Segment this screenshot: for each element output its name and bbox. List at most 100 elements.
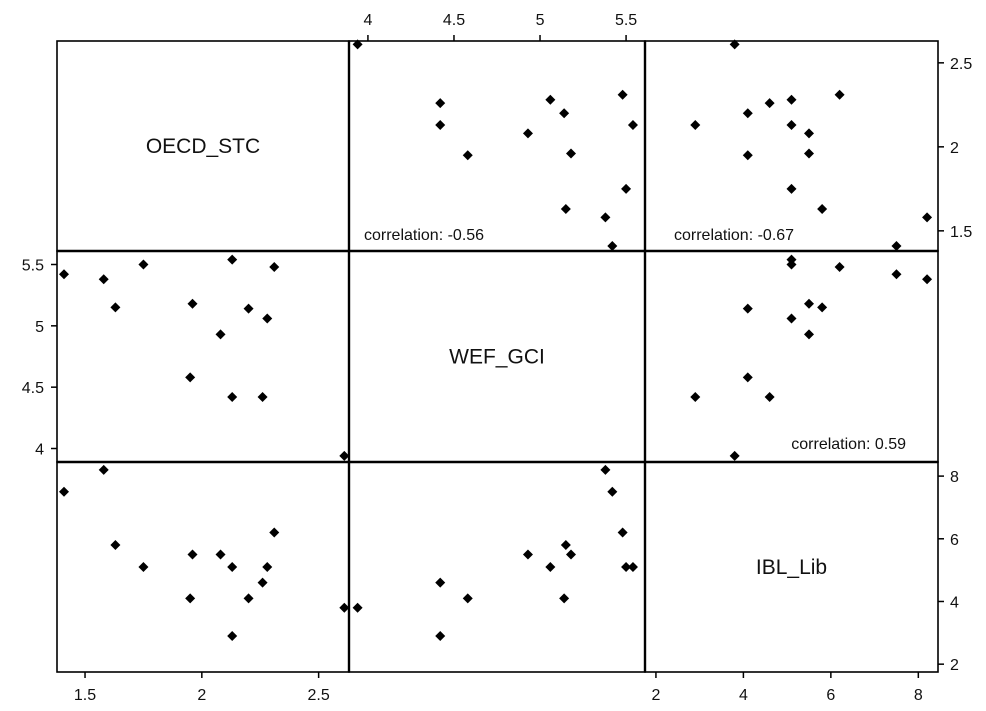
point-ibl-lib-vs-wef-gci [435,630,446,641]
point-wef-gci-vs-oecd-stc [110,302,121,313]
tick-label-ibl-lib: 2 [651,687,660,704]
tick-label-ibl-lib: 8 [950,469,959,486]
tick-label-oecd-stc: 1.5 [950,224,972,241]
variable-label-ibl-lib: IBL_Lib [756,556,827,579]
tick-label-ibl-lib: 2 [950,657,959,674]
point-ibl-lib-vs-oecd-stc [262,562,273,572]
point-oecd-stc-vs-wef-gci [352,39,363,50]
point-oecd-stc-vs-ibl-lib [891,240,902,251]
point-ibl-lib-vs-wef-gci [545,562,556,572]
point-wef-gci-vs-oecd-stc [227,391,238,402]
correlation-labels: correlation: -0.56 correlation: -0.67 corr… [364,227,906,453]
point-oecd-stc-vs-ibl-lib [786,94,797,105]
point-oecd-stc-vs-ibl-lib [742,108,753,119]
point-oecd-stc-vs-wef-gci [462,150,473,161]
point-oecd-stc-vs-ibl-lib [764,98,775,109]
point-wef-gci-vs-ibl-lib [817,302,828,313]
tick-label-wef-gci: 4 [363,12,372,29]
variable-labels: OECD_STC WEF_GCI IBL_Lib [146,135,827,579]
point-wef-gci-vs-oecd-stc [138,259,149,270]
point-ibl-lib-vs-wef-gci [522,549,533,560]
point-ibl-lib-vs-oecd-stc [110,540,121,551]
point-ibl-lib-vs-wef-gci [617,527,628,538]
tick-label-oecd-stc: 2 [950,140,959,157]
point-wef-gci-vs-ibl-lib [834,261,845,272]
point-ibl-lib-vs-wef-gci [600,464,611,475]
point-wef-gci-vs-oecd-stc [98,274,109,285]
point-wef-gci-vs-ibl-lib [803,329,814,340]
point-oecd-stc-vs-ibl-lib [817,204,828,214]
correlation-label-oecd-stc-ibl-lib: correlation: -0.67 [674,227,794,244]
panel-ibl-lib-vs-oecd-stc [56,461,350,673]
tick-label-ibl-lib: 4 [950,594,959,611]
tick-label-ibl-lib: 4 [739,687,748,704]
point-wef-gci-vs-oecd-stc [187,298,198,309]
variable-label-oecd-stc: OECD_STC [146,135,260,158]
tick-label-wef-gci: 4.5 [22,380,44,397]
point-ibl-lib-vs-oecd-stc [138,562,149,572]
point-ibl-lib-vs-wef-gci [352,602,363,613]
point-oecd-stc-vs-ibl-lib [922,212,933,223]
tick-label-wef-gci: 4 [35,442,44,459]
point-ibl-lib-vs-oecd-stc [187,549,198,560]
point-ibl-lib-vs-wef-gci [566,549,576,560]
point-wef-gci-vs-oecd-stc [257,391,268,402]
point-oecd-stc-vs-wef-gci [435,120,446,130]
point-oecd-stc-vs-wef-gci [621,183,632,194]
point-ibl-lib-vs-wef-gci [462,593,473,604]
point-wef-gci-vs-oecd-stc [185,372,196,383]
point-oecd-stc-vs-wef-gci [600,212,611,223]
point-ibl-lib-vs-oecd-stc [98,464,109,475]
point-oecd-stc-vs-wef-gci [435,98,446,109]
tick-label-ibl-lib: 6 [826,687,835,704]
correlation-label-wef-gci-ibl-lib: correlation: 0.59 [791,436,906,453]
point-ibl-lib-vs-wef-gci [621,562,632,572]
point-ibl-lib-vs-oecd-stc [227,562,238,572]
point-ibl-lib-vs-oecd-stc [243,593,254,604]
point-ibl-lib-vs-oecd-stc [269,527,280,538]
point-oecd-stc-vs-wef-gci [607,240,618,251]
point-oecd-stc-vs-wef-gci [627,120,638,130]
point-oecd-stc-vs-ibl-lib [834,89,845,100]
point-oecd-stc-vs-wef-gci [566,148,576,159]
scatter-points [59,39,933,641]
point-wef-gci-vs-ibl-lib [729,450,740,461]
point-wef-gci-vs-ibl-lib [786,254,797,265]
point-wef-gci-vs-ibl-lib [690,391,701,402]
point-oecd-stc-vs-ibl-lib [690,120,701,130]
point-ibl-lib-vs-oecd-stc [339,602,350,613]
point-wef-gci-vs-ibl-lib [742,303,753,314]
tick-label-oecd-stc: 2.5 [950,56,972,73]
point-oecd-stc-vs-ibl-lib [803,148,814,159]
correlation-label-oecd-stc-wef-gci: correlation: -0.56 [364,227,484,244]
point-wef-gci-vs-oecd-stc [243,303,254,314]
point-wef-gci-vs-ibl-lib [922,274,933,285]
tick-label-wef-gci: 5 [35,319,44,336]
point-oecd-stc-vs-ibl-lib [729,39,740,50]
point-ibl-lib-vs-oecd-stc [257,577,268,588]
point-wef-gci-vs-ibl-lib [742,372,753,383]
point-oecd-stc-vs-ibl-lib [786,183,797,194]
point-oecd-stc-vs-wef-gci [560,204,571,214]
point-wef-gci-vs-ibl-lib [803,298,814,309]
tick-label-oecd-stc: 1.5 [74,687,96,704]
point-wef-gci-vs-oecd-stc [339,450,350,461]
axis-ticks: 1.5 2 2.5 4 4.5 5 5.5 2 4 6 8 1.5 2 2.5 4 4.5 5 5.5 2 4 6 8 [22,12,973,704]
point-ibl-lib-vs-oecd-stc [227,630,238,641]
point-wef-gci-vs-oecd-stc [227,254,238,265]
panel-wef-gci-vs-ibl-lib [644,250,939,463]
point-oecd-stc-vs-ibl-lib [803,128,814,139]
point-wef-gci-vs-ibl-lib [764,391,775,402]
panel-oecd-stc-vs-ibl-lib [644,40,939,252]
point-ibl-lib-vs-wef-gci [559,593,570,604]
point-oecd-stc-vs-wef-gci [617,89,628,100]
point-oecd-stc-vs-ibl-lib [742,150,753,161]
panel-frames [56,40,939,673]
tick-label-wef-gci: 4.5 [443,12,465,29]
point-oecd-stc-vs-wef-gci [522,128,533,139]
point-oecd-stc-vs-wef-gci [545,94,556,105]
tick-label-oecd-stc: 2.5 [308,687,330,704]
tick-label-ibl-lib: 6 [950,532,959,549]
point-wef-gci-vs-oecd-stc [269,261,280,272]
